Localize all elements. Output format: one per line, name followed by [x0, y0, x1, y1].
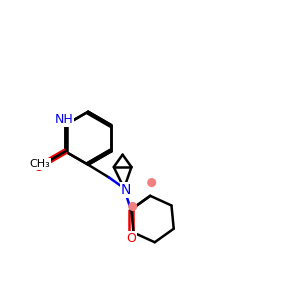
Text: O: O: [126, 232, 136, 245]
Text: O: O: [33, 161, 43, 174]
Text: N: N: [121, 183, 131, 197]
Circle shape: [129, 202, 136, 210]
Circle shape: [148, 179, 156, 186]
Text: NH: NH: [54, 113, 73, 126]
Text: CH₃: CH₃: [29, 159, 50, 169]
